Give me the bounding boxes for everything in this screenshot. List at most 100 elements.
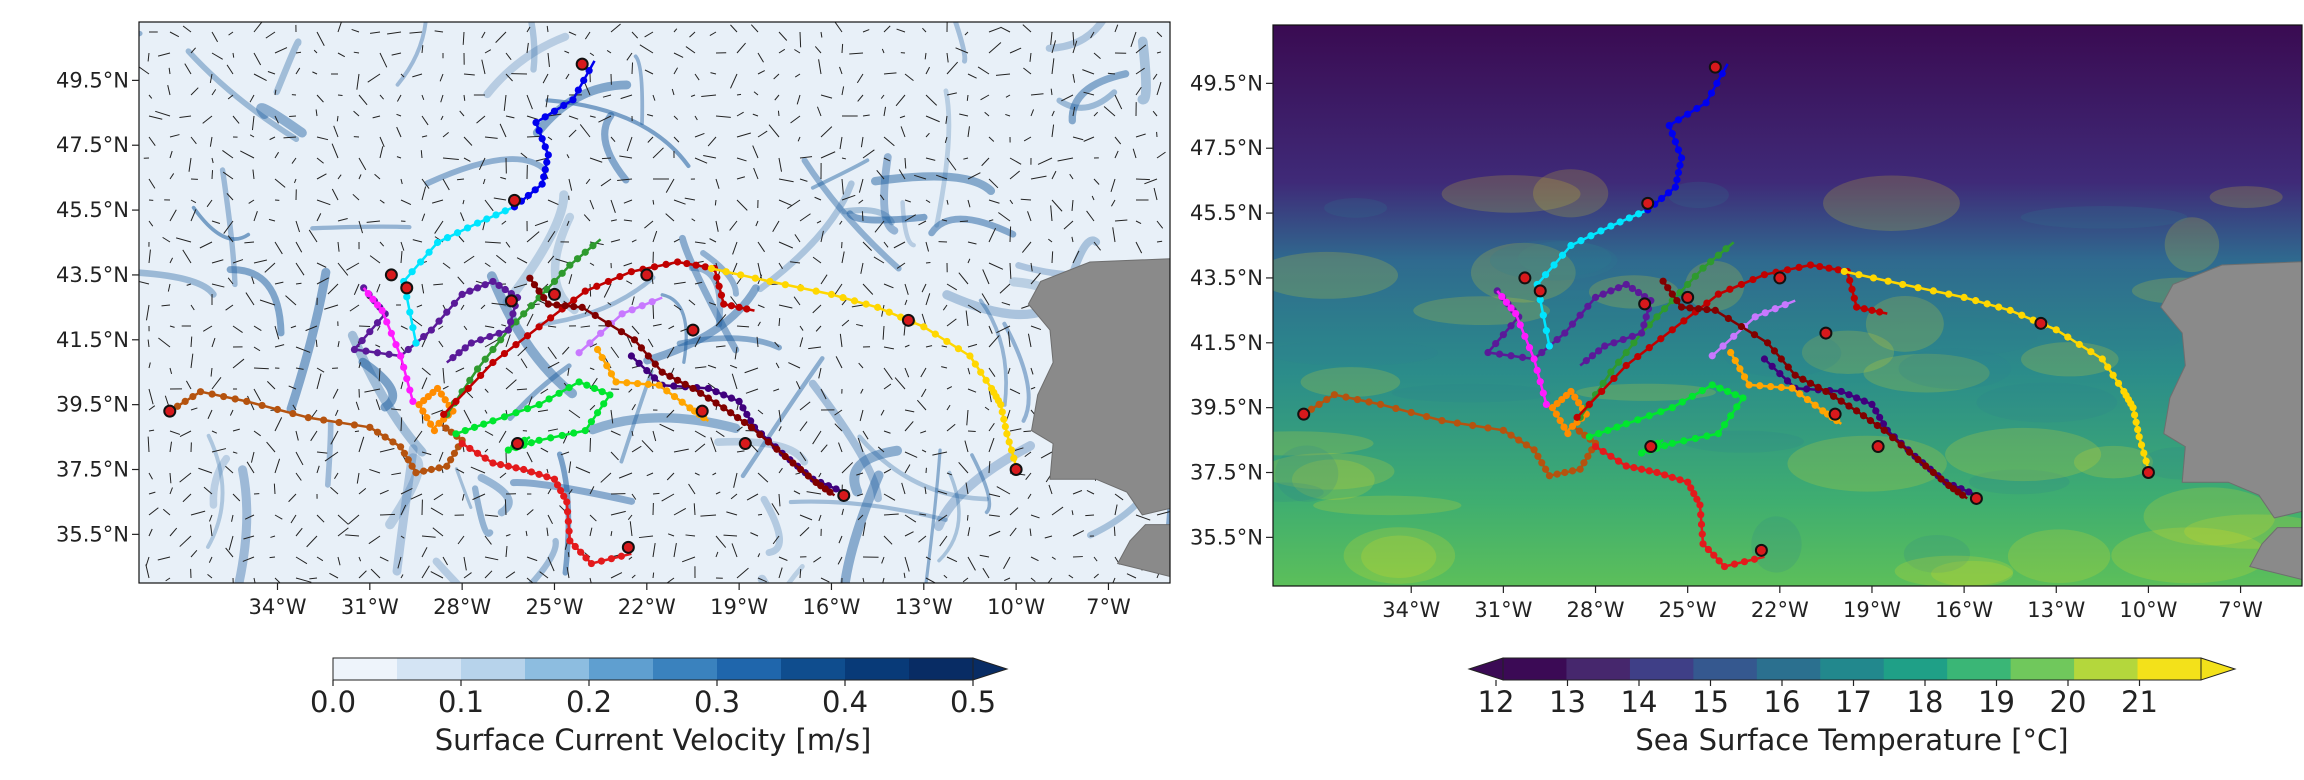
- current-arrow: [223, 220, 234, 234]
- colorbar-tick-label: 20: [2050, 685, 2087, 719]
- current-arrow: [222, 171, 234, 180]
- drifter-point: [520, 465, 528, 474]
- current-arrow: [316, 373, 322, 390]
- drifter-point: [1937, 475, 1945, 483]
- drifter-point: [644, 352, 652, 360]
- current-arrow: [925, 293, 931, 306]
- current-arrow: [1030, 175, 1047, 180]
- current-arrow: [169, 209, 177, 222]
- current-arrow: [1156, 240, 1163, 243]
- drifter-point: [670, 392, 679, 401]
- current-arrow: [545, 94, 549, 108]
- drifter-point: [1707, 258, 1715, 266]
- current-arrow: [816, 106, 822, 117]
- current-arrow: [1005, 94, 1011, 98]
- drifter-point: [1783, 266, 1792, 274]
- current-arrow: [627, 514, 633, 521]
- drifter-point: [385, 350, 393, 358]
- drifter-point: [743, 410, 751, 418]
- current-arrow: [416, 304, 423, 308]
- current-arrow: [369, 468, 381, 474]
- current-arrow: [988, 219, 994, 222]
- current-filament: [588, 413, 741, 435]
- drifter-point: [593, 282, 601, 290]
- drifter-point: [320, 416, 328, 424]
- current-filament: [226, 266, 285, 337]
- current-arrow: [484, 448, 489, 453]
- drifter-point: [1848, 285, 1856, 293]
- drifter-point: [1499, 331, 1507, 339]
- current-arrow: [752, 145, 759, 159]
- drifter-endpoint: [1518, 271, 1532, 285]
- current-arrow: [1025, 472, 1032, 481]
- current-arrow: [778, 409, 782, 423]
- drifter-point: [1507, 304, 1515, 312]
- current-arrow: [898, 169, 906, 180]
- current-filament: [900, 200, 916, 248]
- current-arrow: [1093, 573, 1099, 579]
- current-arrow: [839, 136, 843, 150]
- drifter-point: [1539, 389, 1547, 397]
- drifter-point: [383, 318, 391, 326]
- current-arrow: [583, 214, 591, 222]
- current-arrow: [795, 472, 801, 475]
- current-arrow: [433, 283, 444, 286]
- current-arrow: [707, 382, 717, 390]
- current-arrow: [988, 461, 991, 474]
- current-arrow: [925, 556, 931, 560]
- current-arrow: [413, 430, 423, 442]
- drifter-point: [1515, 436, 1523, 444]
- current-arrow: [1030, 514, 1040, 519]
- current-arrow: [955, 47, 969, 54]
- current-arrow: [943, 574, 948, 579]
- current-arrow: [673, 136, 680, 143]
- sst-eddy: [1685, 260, 1745, 311]
- drifter-point: [526, 274, 534, 282]
- drifter-point: [1704, 545, 1713, 554]
- current-arrow: [925, 345, 933, 348]
- drifter-point: [2135, 433, 2143, 441]
- current-filament: [849, 445, 903, 497]
- drifter-point: [1614, 457, 1623, 465]
- current-arrow: [988, 227, 997, 243]
- drifter-point: [593, 409, 602, 417]
- current-arrow: [799, 568, 802, 579]
- sst-eddy: [1823, 175, 1960, 231]
- current-arrow: [629, 521, 633, 537]
- current-arrow: [874, 220, 885, 233]
- current-arrow: [979, 554, 990, 558]
- lon-tick-label: 19°W: [710, 595, 768, 619]
- current-arrow: [925, 132, 930, 138]
- current-arrow: [1093, 52, 1101, 59]
- drifter-point: [1914, 455, 1922, 464]
- current-filament: [1002, 321, 1031, 423]
- drifter-point: [550, 475, 559, 483]
- colorbar-frame: [1502, 657, 2202, 681]
- current-arrow: [379, 448, 395, 453]
- drifter-point: [1645, 344, 1653, 352]
- current-arrow: [253, 430, 261, 437]
- current-arrow: [499, 123, 507, 138]
- current-arrow: [476, 115, 486, 124]
- current-filament: [601, 111, 630, 184]
- lon-tick-label: 22°W: [618, 595, 676, 619]
- lat-tick-label: 43.5°N: [1190, 266, 1263, 290]
- drifter-point: [839, 294, 847, 302]
- current-arrow: [225, 465, 234, 474]
- current-arrow: [232, 451, 238, 454]
- current-arrow: [546, 468, 549, 474]
- current-arrow: [462, 199, 465, 205]
- drifter-point: [583, 381, 591, 389]
- current-arrow: [442, 157, 459, 161]
- drifter-point: [1507, 322, 1515, 330]
- drifter-point: [1945, 290, 1953, 298]
- current-arrow: [652, 542, 656, 558]
- current-arrow: [745, 388, 759, 394]
- sst-eddy: [1517, 240, 1612, 276]
- current-arrow: [391, 408, 402, 411]
- drifter-point: [273, 405, 282, 414]
- current-arrow: [966, 409, 969, 426]
- drifter-point: [1587, 232, 1595, 240]
- current-arrow: [505, 533, 511, 537]
- current-arrow: [481, 59, 486, 75]
